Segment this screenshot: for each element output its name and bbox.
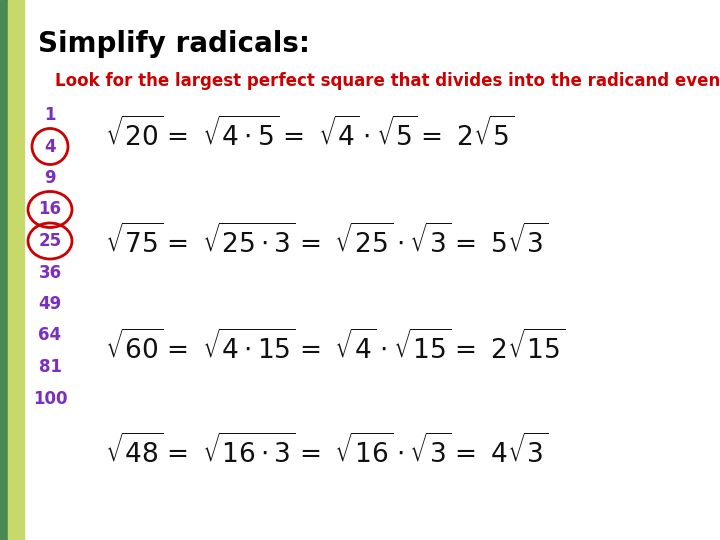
Text: $\sqrt{48}=\ \sqrt{16 \cdot 3}=\ \sqrt{16} \cdot \sqrt{3}=\ 4\sqrt{3}$: $\sqrt{48}=\ \sqrt{16 \cdot 3}=\ \sqrt{1… [105, 435, 549, 469]
Text: 100: 100 [32, 389, 67, 408]
Text: 25: 25 [38, 232, 62, 250]
Text: 36: 36 [38, 264, 62, 281]
Text: $\sqrt{75}=\ \sqrt{25 \cdot 3}=\ \sqrt{25} \cdot \sqrt{3}=\ 5\sqrt{3}$: $\sqrt{75}=\ \sqrt{25 \cdot 3}=\ \sqrt{2… [105, 225, 549, 259]
Text: 9: 9 [44, 169, 56, 187]
Text: $\sqrt{60}=\ \sqrt{4 \cdot 15}=\ \sqrt{4} \cdot \sqrt{15}=\ 2\sqrt{15}$: $\sqrt{60}=\ \sqrt{4 \cdot 15}=\ \sqrt{4… [105, 330, 565, 366]
Text: Simplify radicals:: Simplify radicals: [38, 30, 310, 58]
Text: 16: 16 [38, 200, 61, 219]
Text: $\sqrt{20}=\ \sqrt{4 \cdot 5}=\ \sqrt{4} \cdot \sqrt{5}=\ 2\sqrt{5}$: $\sqrt{20}=\ \sqrt{4 \cdot 5}=\ \sqrt{4}… [105, 118, 515, 152]
Text: 49: 49 [38, 295, 62, 313]
Bar [8, 0, 24, 540]
Text: 1: 1 [44, 106, 55, 124]
Text: 81: 81 [38, 358, 61, 376]
Bar [0, 0, 8, 540]
Text: 4: 4 [44, 138, 56, 156]
Text: 64: 64 [38, 327, 62, 345]
Text: Look for the largest perfect square that divides into the radicand evenly.: Look for the largest perfect square that… [55, 72, 720, 90]
